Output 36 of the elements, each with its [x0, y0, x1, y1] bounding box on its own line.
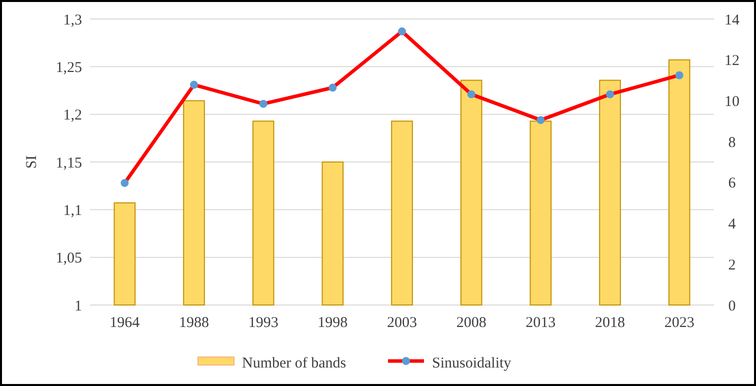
y-tick-label: 1,3 [63, 12, 82, 28]
x-tick-label: 1988 [179, 315, 209, 331]
bar [668, 59, 690, 306]
bar [391, 120, 413, 306]
y-axis-title: SI [24, 155, 40, 169]
y-tick-label: 1,05 [56, 250, 82, 267]
bar [599, 80, 621, 306]
y2-tick-label: 10 [724, 94, 740, 110]
x-tick-label: 1964 [110, 315, 140, 331]
y2-tick-label: 14 [724, 12, 740, 28]
bar [322, 162, 344, 306]
bar [530, 120, 552, 306]
y-tick-label: 1,2 [63, 108, 82, 124]
x-tick-label: 2013 [526, 315, 556, 331]
y-tick-label: 1,15 [56, 155, 82, 172]
bar [114, 202, 136, 306]
y2-tick-label: 0 [728, 298, 736, 314]
x-tick-label: 2018 [595, 315, 625, 331]
y2-tick-label: 6 [728, 176, 736, 192]
y2-tick-label: 4 [728, 216, 736, 233]
bar [252, 120, 274, 306]
bar [460, 80, 482, 306]
x-tick-label: 1998 [318, 315, 348, 331]
legend-label: Number of bands [242, 355, 346, 372]
x-tick-label: 2023 [664, 315, 694, 331]
y2-tick-label: 8 [728, 134, 736, 151]
y-tick-label: 1,25 [56, 60, 82, 76]
x-tick-label: 2003 [387, 315, 417, 331]
bar [183, 100, 205, 306]
y2-tick-label: 12 [724, 53, 740, 70]
y2-tick-label: 2 [728, 257, 736, 274]
x-tick-label: 2008 [456, 315, 486, 331]
y-tick-label: 1 [74, 298, 82, 314]
y-tick-label: 1,1 [63, 202, 82, 219]
legend-label: Sinusoidality [432, 355, 512, 372]
x-tick-label: 1993 [248, 315, 278, 331]
